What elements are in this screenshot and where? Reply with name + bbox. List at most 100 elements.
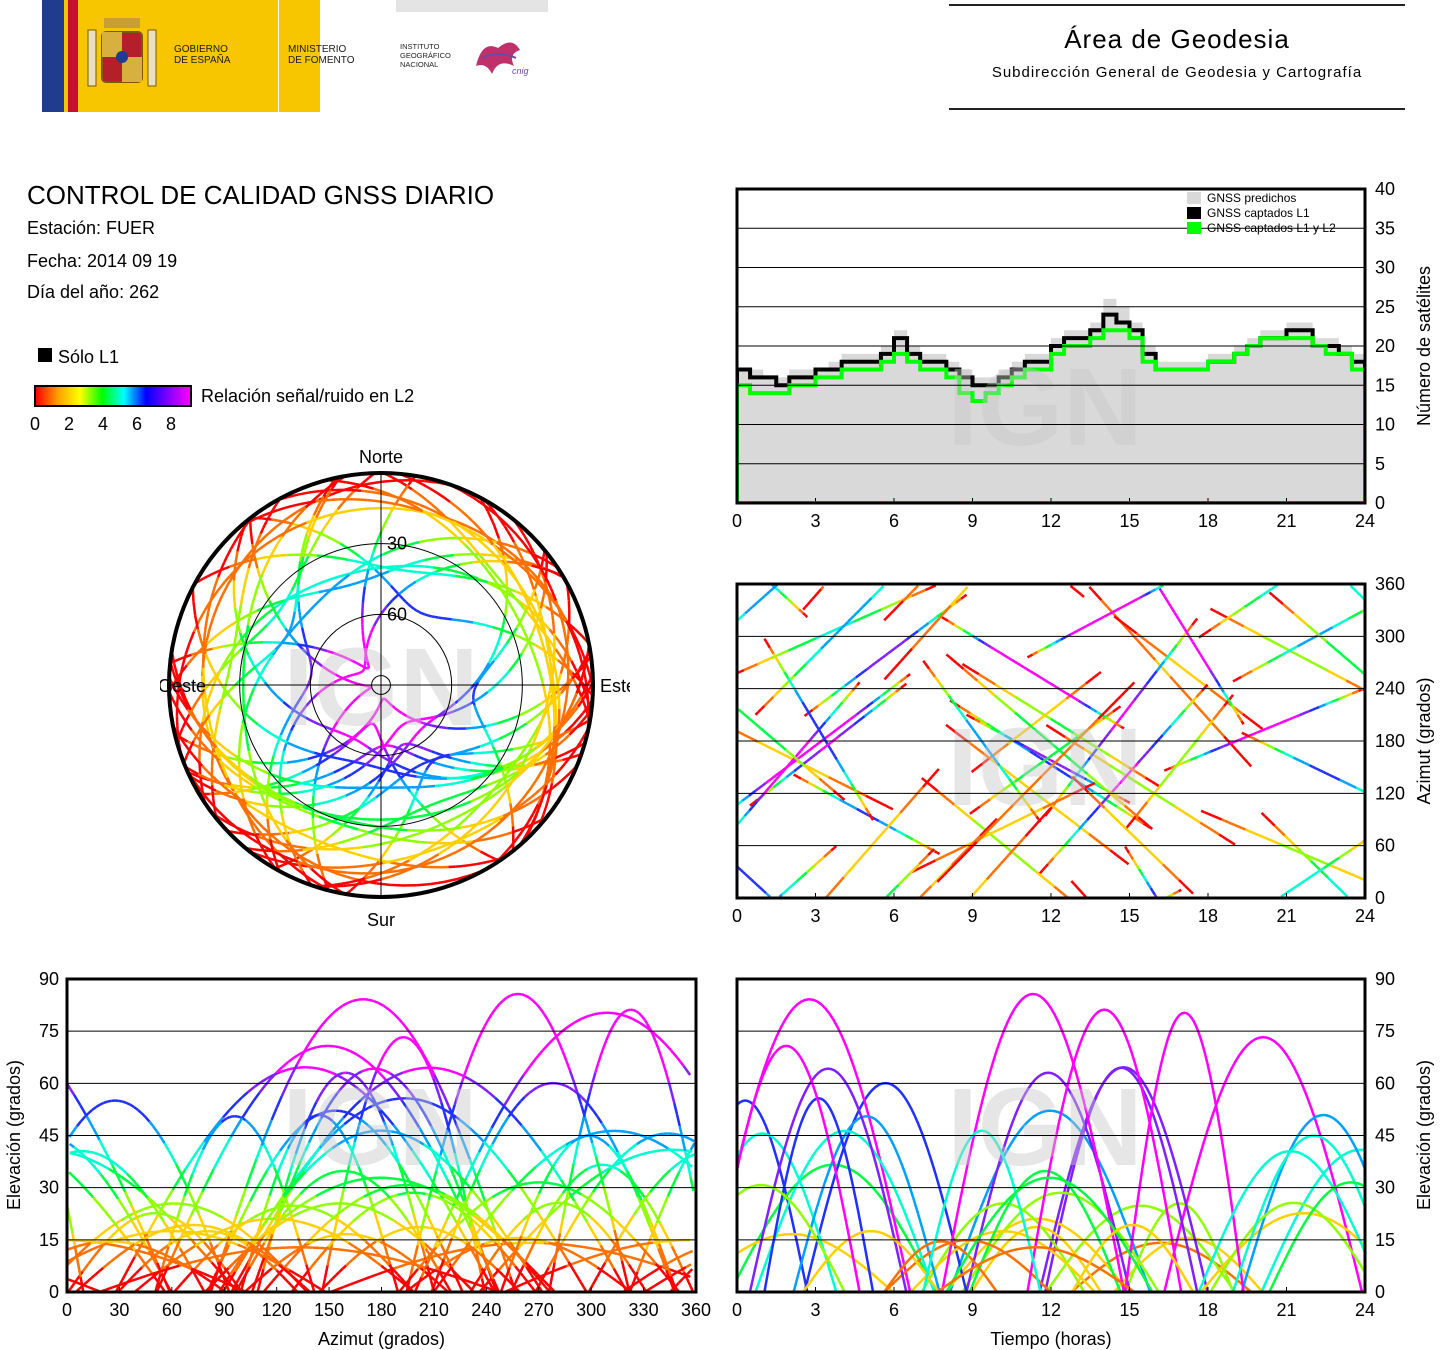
azimuth-track-segment (785, 674, 790, 679)
skyplot-track-segment (486, 824, 498, 834)
azimuth-track-segment (1036, 754, 1041, 759)
azimuth-track-segment (1047, 643, 1052, 648)
azimuth-track-segment (806, 757, 811, 762)
azimuth-track-segment (983, 642, 989, 647)
skyplot-track-segment (500, 555, 507, 563)
azimuth-track-segment (1007, 850, 1013, 856)
skyplot-label-west: Oeste (160, 676, 206, 696)
skyplot-track-segment (393, 588, 399, 594)
azimuth-track-segment (955, 595, 961, 601)
skyplot-label-north: Norte (359, 447, 403, 467)
azimuth-track-segment (1244, 714, 1249, 719)
skyplot-track-segment (486, 782, 493, 787)
azimuth-track-segment (1325, 701, 1330, 706)
skyplot-track-segment (329, 482, 337, 492)
azimuth-track-segment (1112, 851, 1118, 856)
azimuth-track-segment (960, 852, 965, 857)
azimuth-track-segment (897, 830, 902, 834)
skyplot-track-segment (430, 880, 445, 886)
azimuth-track-segment (920, 777, 926, 782)
skyplot-track-segment (457, 873, 472, 881)
azimuth-track-segment (1139, 642, 1145, 648)
snr-tick-2: 2 (64, 414, 75, 434)
skyplot-track-segment (376, 842, 384, 847)
azimuth-track-segment (954, 730, 959, 736)
azimuth-track-segment (1192, 741, 1197, 745)
azimuth-track-segment (1259, 726, 1264, 731)
skyplot-track-segment (442, 496, 451, 503)
azimuth-track-segment (1075, 789, 1081, 794)
azimuth-track-segment (911, 588, 916, 593)
skyplot-track-segment (531, 614, 537, 622)
azimuth-track-segment (828, 746, 833, 752)
azimuth-track-segment (1268, 838, 1274, 843)
azimuth-track-segment (1203, 659, 1208, 665)
skyplot-track-segment (401, 859, 410, 865)
skyplot-track-segment (519, 623, 525, 631)
skyplot-track-segment (466, 528, 474, 534)
skyplot-track-segment (399, 828, 408, 832)
azimuth-track-segment (1050, 707, 1055, 712)
azimuth-track-segment (856, 681, 861, 687)
skyplot-label-east: Este (600, 676, 630, 696)
ministry-line-1: MINISTERIO (288, 44, 347, 55)
azimuth-track-segment (1347, 848, 1352, 853)
azimuth-track-segment (1232, 707, 1237, 713)
skyplot-track-segment (512, 559, 520, 566)
skyplot-track-segment (277, 599, 285, 604)
skyplot-track-segment (286, 791, 298, 795)
azimuth-track-segment (962, 850, 966, 855)
skyplot-track-segment (235, 616, 244, 624)
skyplot-track-segment (406, 580, 417, 589)
skyplot-track-segment (519, 636, 529, 643)
skyplot-track-segment (566, 705, 576, 717)
azimuth-track-segment (1199, 709, 1205, 715)
azimuth-track-segment (1109, 710, 1114, 715)
azimuth-track-segment (1301, 760, 1305, 764)
skyplot-track-segment (279, 831, 288, 841)
azimuth-track-segment (835, 726, 841, 731)
skyplot-track-segment (246, 802, 253, 809)
skyplot-track-segment (419, 778, 424, 783)
skyplot-track-segment (473, 686, 477, 691)
azimuth-track-segment (1139, 820, 1145, 825)
azimuth-track-segment (1320, 869, 1326, 875)
skyplot-track-segment (295, 589, 299, 595)
azimuth-track-segment (1041, 866, 1047, 872)
azimuth-track-segment (1202, 712, 1208, 718)
skyplot-track-segment (515, 621, 522, 629)
azimuth-track-segment (907, 835, 911, 840)
azimuth-track-segment (743, 667, 748, 672)
azimuth-track-segment (744, 873, 749, 877)
azimuth-track-segment (1008, 822, 1013, 826)
azimuth-track-segment (950, 621, 955, 626)
azimuth-track-segment (1190, 743, 1195, 748)
skyplot-track-segment (476, 679, 481, 684)
skyplot-track-segment (543, 732, 554, 742)
skyplot-track-segment (551, 691, 555, 699)
skyplot-track-segment (351, 659, 357, 664)
azimuth-track-segment (1088, 833, 1093, 838)
azimuth-track-segment (941, 610, 947, 616)
skyplot-track-segment (461, 834, 469, 840)
azimuth-track-segment (1223, 703, 1227, 707)
skyplot-track-segment (255, 581, 261, 590)
azimuth-track-segment (1227, 821, 1233, 825)
azimuth-track-segment (872, 798, 877, 802)
azimuth-track-segment (978, 749, 984, 754)
azimuth-track-segment (1125, 764, 1130, 769)
azimuth-track-segment (811, 767, 816, 772)
azimuth-track-segment (922, 783, 927, 788)
skyplot-track-segment (552, 740, 556, 748)
skyplot-track-segment (217, 709, 222, 716)
azimuth-track-segment (1180, 756, 1184, 761)
azimuth-track-segment (1115, 794, 1120, 799)
azimuth-track-segment (1371, 694, 1374, 695)
skyplot-track-segment (491, 746, 497, 753)
skyplot-track-segment (279, 728, 285, 736)
azimuth-track-segment (820, 856, 825, 861)
azimuth-track-segment (977, 835, 981, 839)
azimuth-track-segment (840, 731, 845, 736)
skyplot-track-segment (323, 588, 330, 593)
azimuth-track-segment (969, 810, 974, 815)
